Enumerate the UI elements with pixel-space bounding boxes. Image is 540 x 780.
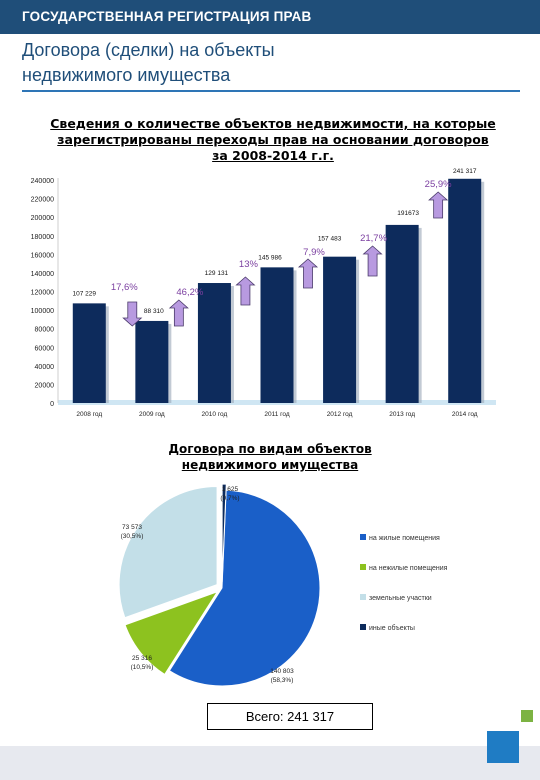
bar-chart-title-line-2: зарегистрированы переходы прав на основа…: [57, 132, 489, 147]
change-label-1: 46,2%: [176, 287, 203, 298]
pie-slice-1: [124, 590, 219, 676]
pie-pct-label-1: (10,5%): [131, 664, 154, 671]
change-label-3: 7,9%: [303, 247, 325, 258]
legend-swatch-0: [360, 534, 366, 540]
bar-3: [260, 267, 294, 403]
y-tick-label-11: 220000: [31, 197, 54, 204]
pie-value-label-1: 25 316: [132, 655, 152, 662]
pie-pct-label-2: (30,5%): [121, 533, 144, 540]
bar-chart: 0 20000 40000 60000 80000 100000 120000 140000 1…: [31, 168, 496, 418]
x-tick-label-0: 2008 год: [76, 411, 102, 418]
data-label-4: 157 483: [318, 236, 342, 243]
data-label-3: 145 986: [258, 254, 282, 261]
legend-swatch-1: [360, 564, 366, 570]
y-tick-label-8: 160000: [31, 252, 54, 259]
change-label-5: 25,9%: [425, 179, 452, 190]
page-heading-line-2: недвижимого имущества: [22, 65, 231, 85]
bar-chart-title-line-1: Сведения о количестве объектов недвижимо…: [50, 116, 496, 131]
pie-chart-title-line-2: недвижимого имущества: [181, 458, 359, 472]
bar-4: [323, 256, 357, 403]
change-label-2: 13%: [239, 259, 259, 270]
pie-slice-0: [168, 489, 321, 687]
change-arrow-4: [362, 245, 383, 277]
y-tick-label-12: 240000: [31, 178, 54, 185]
data-label-0: 107 229: [73, 290, 97, 297]
legend-label-0: на жилые помещения: [369, 535, 440, 542]
pie-pct-label-3: (0,7%): [220, 495, 239, 502]
data-label-1: 88 310: [144, 308, 164, 315]
x-tick-label-1: 2009 год: [139, 411, 165, 418]
bar-chart-title: Сведения о количестве объектов недвижимо…: [50, 116, 496, 164]
pie-value-label-0: 140 803: [270, 668, 294, 675]
y-tick-label-9: 180000: [31, 234, 54, 241]
change-arrow-1: [168, 299, 189, 327]
decor-square-blue: [487, 731, 519, 763]
bar-6: [448, 178, 482, 403]
legend-label-1: на нежилые помещения: [369, 565, 448, 572]
pie-slice-3: [221, 483, 227, 583]
legend-label-3: иные объекты: [369, 624, 415, 632]
pie-value-label-2: 73 573: [122, 524, 142, 531]
pie-chart-title: Договора по видам объектов недвижимого и…: [150, 441, 390, 473]
bar-1: [135, 320, 169, 403]
pie-chart-title-line-1: Договора по видам объектов: [168, 442, 372, 456]
pie-slice-2: [118, 486, 218, 619]
y-tick-label-4: 80000: [35, 327, 55, 334]
change-arrow-2: [235, 276, 256, 306]
bar-2: [197, 283, 231, 403]
y-tick-label-1: 20000: [35, 382, 55, 389]
change-arrow-3: [297, 258, 319, 289]
bar-0: [72, 303, 106, 403]
x-tick-label-3: 2011 год: [264, 411, 289, 418]
section-title: ГОСУДАРСТВЕННАЯ РЕГИСТРАЦИЯ ПРАВ: [22, 9, 312, 24]
y-tick-label-2: 40000: [35, 364, 55, 371]
y-tick-label-0: 0: [50, 401, 54, 408]
heading-divider: [22, 90, 520, 92]
data-label-6: 241 317: [453, 168, 477, 175]
y-tick-label-6: 120000: [31, 290, 54, 297]
y-tick-label-7: 140000: [31, 271, 54, 278]
x-tick-label-5: 2013 год: [389, 411, 415, 418]
pie-value-label-3: 1 625: [222, 486, 239, 493]
total-box: Всего: 241 317: [207, 703, 373, 730]
bar-5: [385, 224, 419, 403]
data-label-5: 191673: [397, 210, 419, 217]
x-tick-label-2: 2010 год: [202, 411, 228, 418]
footer-band: [0, 746, 540, 780]
x-tick-label-4: 2012 год: [327, 411, 353, 418]
legend-label-2: земельные участки: [369, 595, 432, 602]
pie-chart: 140 803 (58,3%) 25 316 (10,5%) 73 573 (30,5%)…: [118, 483, 448, 687]
y-tick-label-10: 200000: [31, 215, 54, 222]
decor-square-green: [521, 710, 533, 722]
data-label-2: 129 131: [205, 270, 229, 277]
legend-swatch-2: [360, 594, 366, 600]
change-arrow-0: [122, 301, 143, 327]
page-heading-line-1: Договора (сделки) на объекты: [22, 40, 275, 60]
legend-swatch-3: [360, 624, 366, 630]
pie-pct-label-0: (58,3%): [271, 677, 294, 684]
change-arrow-5: [428, 191, 449, 219]
bar-chart-title-line-3: за 2008-2014 г.г.: [212, 148, 334, 163]
top-bar: ГОСУДАРСТВЕННАЯ РЕГИСТРАЦИЯ ПРАВ: [0, 0, 540, 34]
change-label-4: 21,7%: [360, 233, 387, 244]
page-heading: Договора (сделки) на объекты недвижимого…: [22, 38, 362, 88]
y-tick-label-5: 100000: [31, 308, 54, 315]
y-tick-label-3: 60000: [35, 345, 55, 352]
change-label-0: 17,6%: [111, 282, 138, 293]
x-tick-label-6: 2014 год: [452, 411, 478, 418]
